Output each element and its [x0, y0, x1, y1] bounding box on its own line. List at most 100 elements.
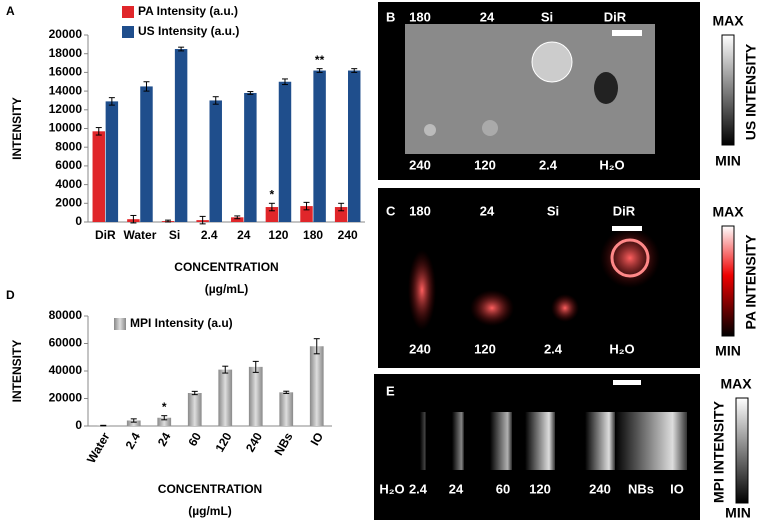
x-tick-label: Si [169, 228, 180, 242]
y-tick-label: 60000 [49, 336, 83, 350]
us-blob [424, 124, 436, 136]
image-label: H₂O [599, 157, 624, 172]
bar [279, 392, 294, 426]
y-tick-label: 8000 [55, 139, 82, 153]
y-tick-label: 16000 [49, 65, 83, 79]
x-axis-label: CONCENTRATION [174, 260, 278, 274]
tube [615, 412, 687, 470]
us-blob [594, 72, 618, 104]
legend-label: PA Intensity (a.u.) [138, 4, 238, 18]
y-tick-label: 80000 [49, 308, 83, 322]
y-tick-label: 20000 [49, 391, 83, 405]
image-label: NBs [628, 481, 654, 496]
bar [209, 100, 222, 222]
panel-label: D [6, 288, 15, 302]
tube [490, 412, 512, 470]
bar [187, 393, 202, 426]
x-tick-label: NBs [271, 430, 295, 458]
image-label: Si [541, 9, 553, 24]
y-tick-label: 0 [75, 418, 82, 432]
x-axis-label: (µg/mL) [205, 282, 249, 296]
x-tick-label: 24 [237, 228, 251, 242]
scale-bar [612, 30, 642, 36]
image-label: DiR [613, 203, 636, 218]
scale-bar [612, 226, 642, 231]
colorbar-label: MPI INTENSITY [711, 400, 727, 503]
tube [525, 412, 555, 470]
image-label: 240 [589, 481, 611, 496]
x-tick-label: 180 [303, 228, 323, 242]
image-label: 120 [529, 481, 551, 496]
pa-blob [470, 290, 514, 326]
pa-blob [600, 228, 660, 288]
y-axis-label: INTENSITY [10, 97, 24, 160]
colorbar-label: PA INTENSITY [743, 234, 759, 330]
colorbar-max: MAX [712, 13, 744, 29]
colorbar-min: MIN [715, 343, 741, 359]
bar [334, 207, 348, 222]
bar [174, 49, 188, 223]
x-tick-label: 2.4 [123, 430, 144, 452]
x-tick-label: 240 [243, 430, 265, 455]
image-label: DiR [604, 9, 627, 24]
y-tick-label: 14000 [49, 83, 83, 97]
image-label: IO [670, 481, 684, 496]
legend-label: MPI Intensity (a.u) [130, 316, 233, 330]
colorbar-min: MIN [715, 153, 741, 169]
x-tick-label: Water [123, 228, 156, 242]
image-label: 240 [409, 341, 431, 356]
annotation: ** [315, 53, 325, 67]
panel-label: E [386, 383, 395, 398]
bar [300, 206, 313, 222]
legend-label: US Intensity (a.u.) [138, 24, 239, 38]
bar [278, 81, 292, 222]
bar [157, 417, 172, 426]
legend-swatch [122, 6, 134, 18]
y-tick-label: 2000 [55, 195, 82, 209]
image-label: H₂O [609, 341, 634, 356]
y-tick-label: 20000 [49, 27, 83, 41]
tube [452, 412, 464, 470]
y-axis-label: INTENSITY [10, 340, 24, 403]
us-blob [482, 120, 498, 136]
annotation: * [270, 187, 275, 201]
y-tick-label: 40000 [49, 363, 83, 377]
image-label: 2.4 [544, 341, 563, 356]
y-tick-label: 0 [75, 214, 82, 228]
bar [309, 346, 324, 426]
bar [248, 366, 263, 426]
bar [105, 101, 119, 222]
x-tick-label: 60 [185, 430, 204, 449]
bar [313, 70, 326, 222]
bar [265, 207, 279, 222]
legend-swatch [122, 26, 134, 38]
x-tick-label: DiR [95, 228, 116, 242]
colorbar-max: MAX [712, 204, 744, 220]
y-tick-label: 4000 [55, 177, 82, 191]
bar [218, 369, 233, 426]
x-tick-label: 24 [155, 430, 174, 449]
tube [420, 412, 426, 470]
x-axis-label: (µg/mL) [188, 504, 232, 518]
x-tick-label: 240 [338, 228, 358, 242]
colorbar [735, 397, 749, 504]
image-label: 24 [449, 481, 464, 496]
tube [585, 412, 615, 470]
y-tick-label: 10000 [49, 121, 83, 135]
image-label: 60 [496, 481, 510, 496]
x-tick-label: 120 [212, 430, 234, 455]
bar [126, 420, 141, 426]
y-tick-label: 18000 [49, 46, 83, 60]
bar [140, 86, 153, 222]
colorbar [721, 225, 735, 337]
x-tick-label: 2.4 [201, 228, 218, 242]
legend-swatch [114, 318, 126, 330]
bar [347, 70, 361, 222]
bar [244, 92, 257, 222]
annotation: * [162, 400, 167, 414]
colorbar-label: US INTENSITY [743, 43, 759, 140]
bar [92, 131, 106, 222]
image-label: Si [547, 203, 559, 218]
image-label: 120 [474, 157, 496, 172]
